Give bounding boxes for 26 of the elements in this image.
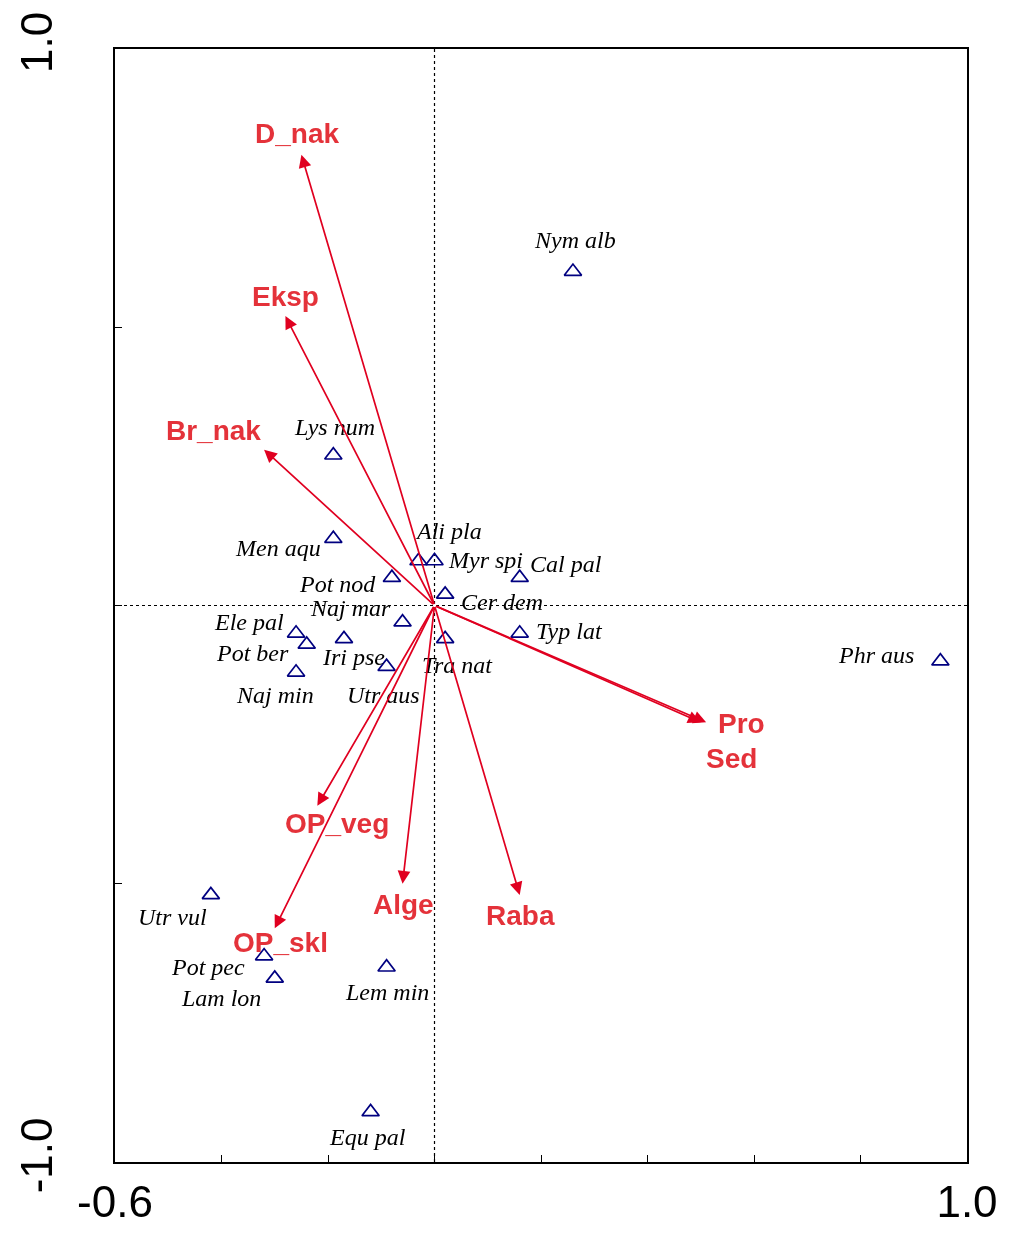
data-label: Typ lat: [536, 618, 603, 644]
annotation: Br_nak: [166, 415, 262, 446]
data-label: Lem min: [345, 979, 430, 1005]
data-label: Iri pse: [322, 644, 386, 670]
data-label: Utr vul: [138, 904, 207, 930]
y-tick-label: -1.0: [11, 1117, 61, 1194]
data-label: Cal pal: [530, 551, 602, 577]
annotation: Pro: [718, 708, 765, 739]
data-label: Ali pla: [415, 518, 482, 544]
data-label: Nym alb: [534, 227, 616, 253]
data-label: Lam lon: [181, 985, 262, 1011]
data-label: Men aqu: [235, 535, 321, 561]
data-label: Cer dem: [461, 589, 543, 615]
annotation: Sed: [706, 743, 758, 774]
data-label: Phr aus: [838, 642, 915, 668]
annotation: Alge: [373, 889, 434, 920]
data-label: Naj min: [236, 682, 314, 708]
annotation: Raba: [486, 900, 555, 931]
data-label: Pot ber: [216, 640, 289, 666]
annotation: Eksp: [252, 281, 319, 312]
annotation: D_nak: [255, 118, 340, 149]
data-label: Pot nod: [299, 571, 377, 597]
data-label: Equ pal: [329, 1124, 406, 1150]
x-tick-label: -0.6: [77, 1176, 153, 1226]
data-label: Ele pal: [214, 609, 284, 635]
data-label: Myr spi: [448, 547, 523, 573]
